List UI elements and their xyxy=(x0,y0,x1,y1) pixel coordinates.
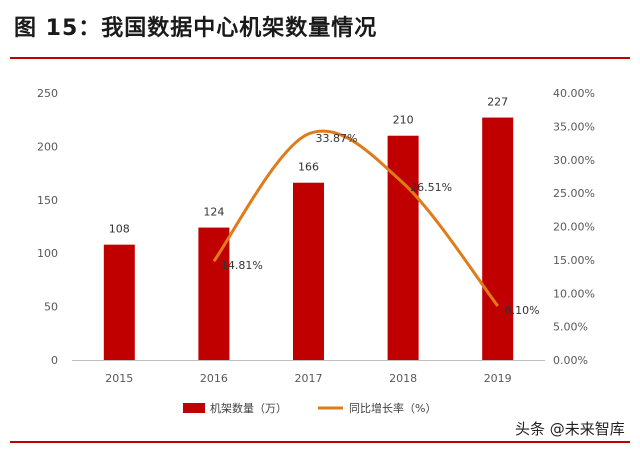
left-tick-label: 50 xyxy=(44,301,58,314)
x-axis-ticks: 2015 2016 2017 2018 2019 xyxy=(105,372,511,385)
left-axis-ticks: 0 50 100 150 200 250 xyxy=(37,87,58,367)
legend-line-label: 同比增长率（%） xyxy=(349,401,436,415)
right-tick-label: 15.00% xyxy=(553,254,595,267)
bar xyxy=(293,182,324,360)
top-divider xyxy=(10,57,630,59)
right-tick-label: 35.00% xyxy=(553,120,595,133)
right-tick-label: 0.00% xyxy=(553,354,588,367)
bar xyxy=(198,227,230,360)
line-value-label: 33.87% xyxy=(316,132,358,145)
bar xyxy=(482,117,514,361)
right-axis-ticks: 0.00% 5.00% 10.00% 15.00% 20.00% 25.00% 30.00%… xyxy=(553,87,595,367)
bar-value-label: 124 xyxy=(203,206,224,219)
right-tick-label: 5.00% xyxy=(553,321,588,334)
left-tick-label: 250 xyxy=(37,87,58,100)
x-tick-label: 2017 xyxy=(295,372,323,385)
bar-value-label: 108 xyxy=(109,223,130,236)
growth-rate-line xyxy=(212,129,499,307)
legend-bar-label: 机架数量（万） xyxy=(210,401,287,415)
line-value-label: 26.51% xyxy=(410,181,452,194)
left-tick-label: 200 xyxy=(37,140,58,153)
line-data-labels: 14.81% 33.87% 26.51% 8.10% xyxy=(221,132,540,317)
x-tick-label: 2019 xyxy=(484,372,512,385)
line-value-label: 14.81% xyxy=(221,259,263,272)
bottom-divider xyxy=(10,441,630,443)
watermark: 头条 @未来智库 xyxy=(512,418,628,439)
left-tick-label: 100 xyxy=(37,247,58,260)
left-tick-label: 150 xyxy=(37,194,58,207)
bar-value-label: 166 xyxy=(298,161,319,174)
left-tick-label: 0 xyxy=(51,354,58,367)
right-tick-label: 25.00% xyxy=(553,187,595,200)
x-tick-label: 2016 xyxy=(200,372,228,385)
bar xyxy=(387,135,419,360)
right-tick-label: 10.00% xyxy=(553,287,595,300)
legend: 机架数量（万） 同比增长率（%） xyxy=(183,401,436,415)
legend-bar-swatch xyxy=(183,403,205,413)
line-value-label: 8.10% xyxy=(505,304,540,317)
x-tick-label: 2018 xyxy=(389,372,417,385)
right-tick-label: 40.00% xyxy=(553,87,595,100)
page-title: 图 15：我国数据中心机架数量情况 xyxy=(14,16,378,41)
bar xyxy=(103,244,135,360)
bar-value-label: 210 xyxy=(393,114,414,127)
bar-value-label: 227 xyxy=(487,96,508,109)
x-tick-label: 2015 xyxy=(105,372,133,385)
bar-series xyxy=(103,117,514,361)
right-tick-label: 20.00% xyxy=(553,221,595,234)
bar-data-labels: 108 124 166 210 227 xyxy=(109,96,508,236)
right-tick-label: 30.00% xyxy=(553,154,595,167)
